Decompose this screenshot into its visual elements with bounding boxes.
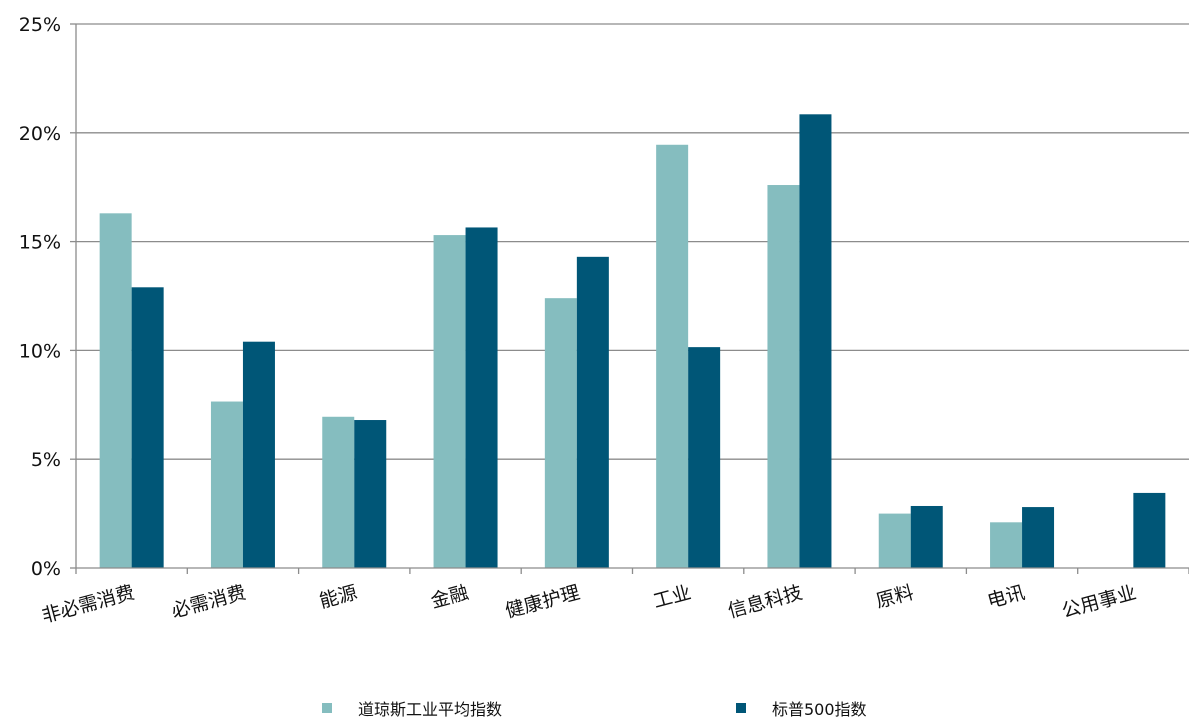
x-category-label: 能源 xyxy=(317,582,359,613)
bar-sp500 xyxy=(465,227,498,568)
bar-dow xyxy=(544,298,577,568)
bar-dow xyxy=(656,144,689,568)
bar-dow xyxy=(878,513,911,568)
bar-dow xyxy=(767,185,800,569)
x-category-label: 健康护理 xyxy=(503,582,582,623)
bar-sp500 xyxy=(799,114,832,568)
bar-sp500 xyxy=(910,505,943,568)
y-tick-label: 25% xyxy=(19,14,61,36)
legend-item-dow: 道琼斯工业平均指数 xyxy=(322,696,502,720)
legend-swatch-dow xyxy=(322,703,332,713)
x-category-label: 电讯 xyxy=(985,582,1027,613)
legend: 道琼斯工业平均指数 标普500指数 xyxy=(0,696,1189,720)
x-category-label: 必需消费 xyxy=(169,582,248,623)
x-category-label: 原料 xyxy=(874,582,916,613)
x-category-label: 信息科技 xyxy=(726,582,805,623)
y-tick-label: 10% xyxy=(19,340,61,362)
bar-sp500 xyxy=(242,341,275,568)
bar-dow xyxy=(433,235,466,568)
legend-swatch-sp500 xyxy=(736,703,746,713)
y-axis-ticks: 0% 5% 10% 15% 20% 25% xyxy=(19,14,76,580)
bar-dow xyxy=(210,401,243,568)
y-tick-label: 20% xyxy=(19,123,61,145)
x-category-label: 公用事业 xyxy=(1060,582,1139,623)
x-axis-labels: 非必需消费 必需消费 能源 金融 健康护理 工业 信息科技 原料 电讯 公用事业 xyxy=(39,582,1138,628)
legend-label-dow: 道琼斯工业平均指数 xyxy=(358,700,503,719)
legend-item-sp500: 标普500指数 xyxy=(736,696,867,720)
y-tick-label: 0% xyxy=(31,558,61,580)
y-tick-label: 15% xyxy=(19,232,61,254)
bar-dow xyxy=(990,522,1023,568)
x-category-label: 非必需消费 xyxy=(39,582,136,628)
y-tick-label: 5% xyxy=(31,449,61,471)
legend-label-sp500: 标普500指数 xyxy=(772,700,867,719)
x-category-label: 工业 xyxy=(651,582,693,613)
x-category-label: 金融 xyxy=(428,582,470,613)
bar-dow xyxy=(99,213,132,568)
axes xyxy=(75,24,1189,574)
bars xyxy=(99,114,1166,569)
bar-sp500 xyxy=(1133,492,1166,568)
bar-sp500 xyxy=(131,287,164,568)
bar-sp500 xyxy=(576,256,609,568)
bar-sp500 xyxy=(354,420,387,568)
bar-sp500 xyxy=(688,347,721,568)
bar-dow xyxy=(322,416,355,568)
bar-sp500 xyxy=(1022,507,1055,568)
